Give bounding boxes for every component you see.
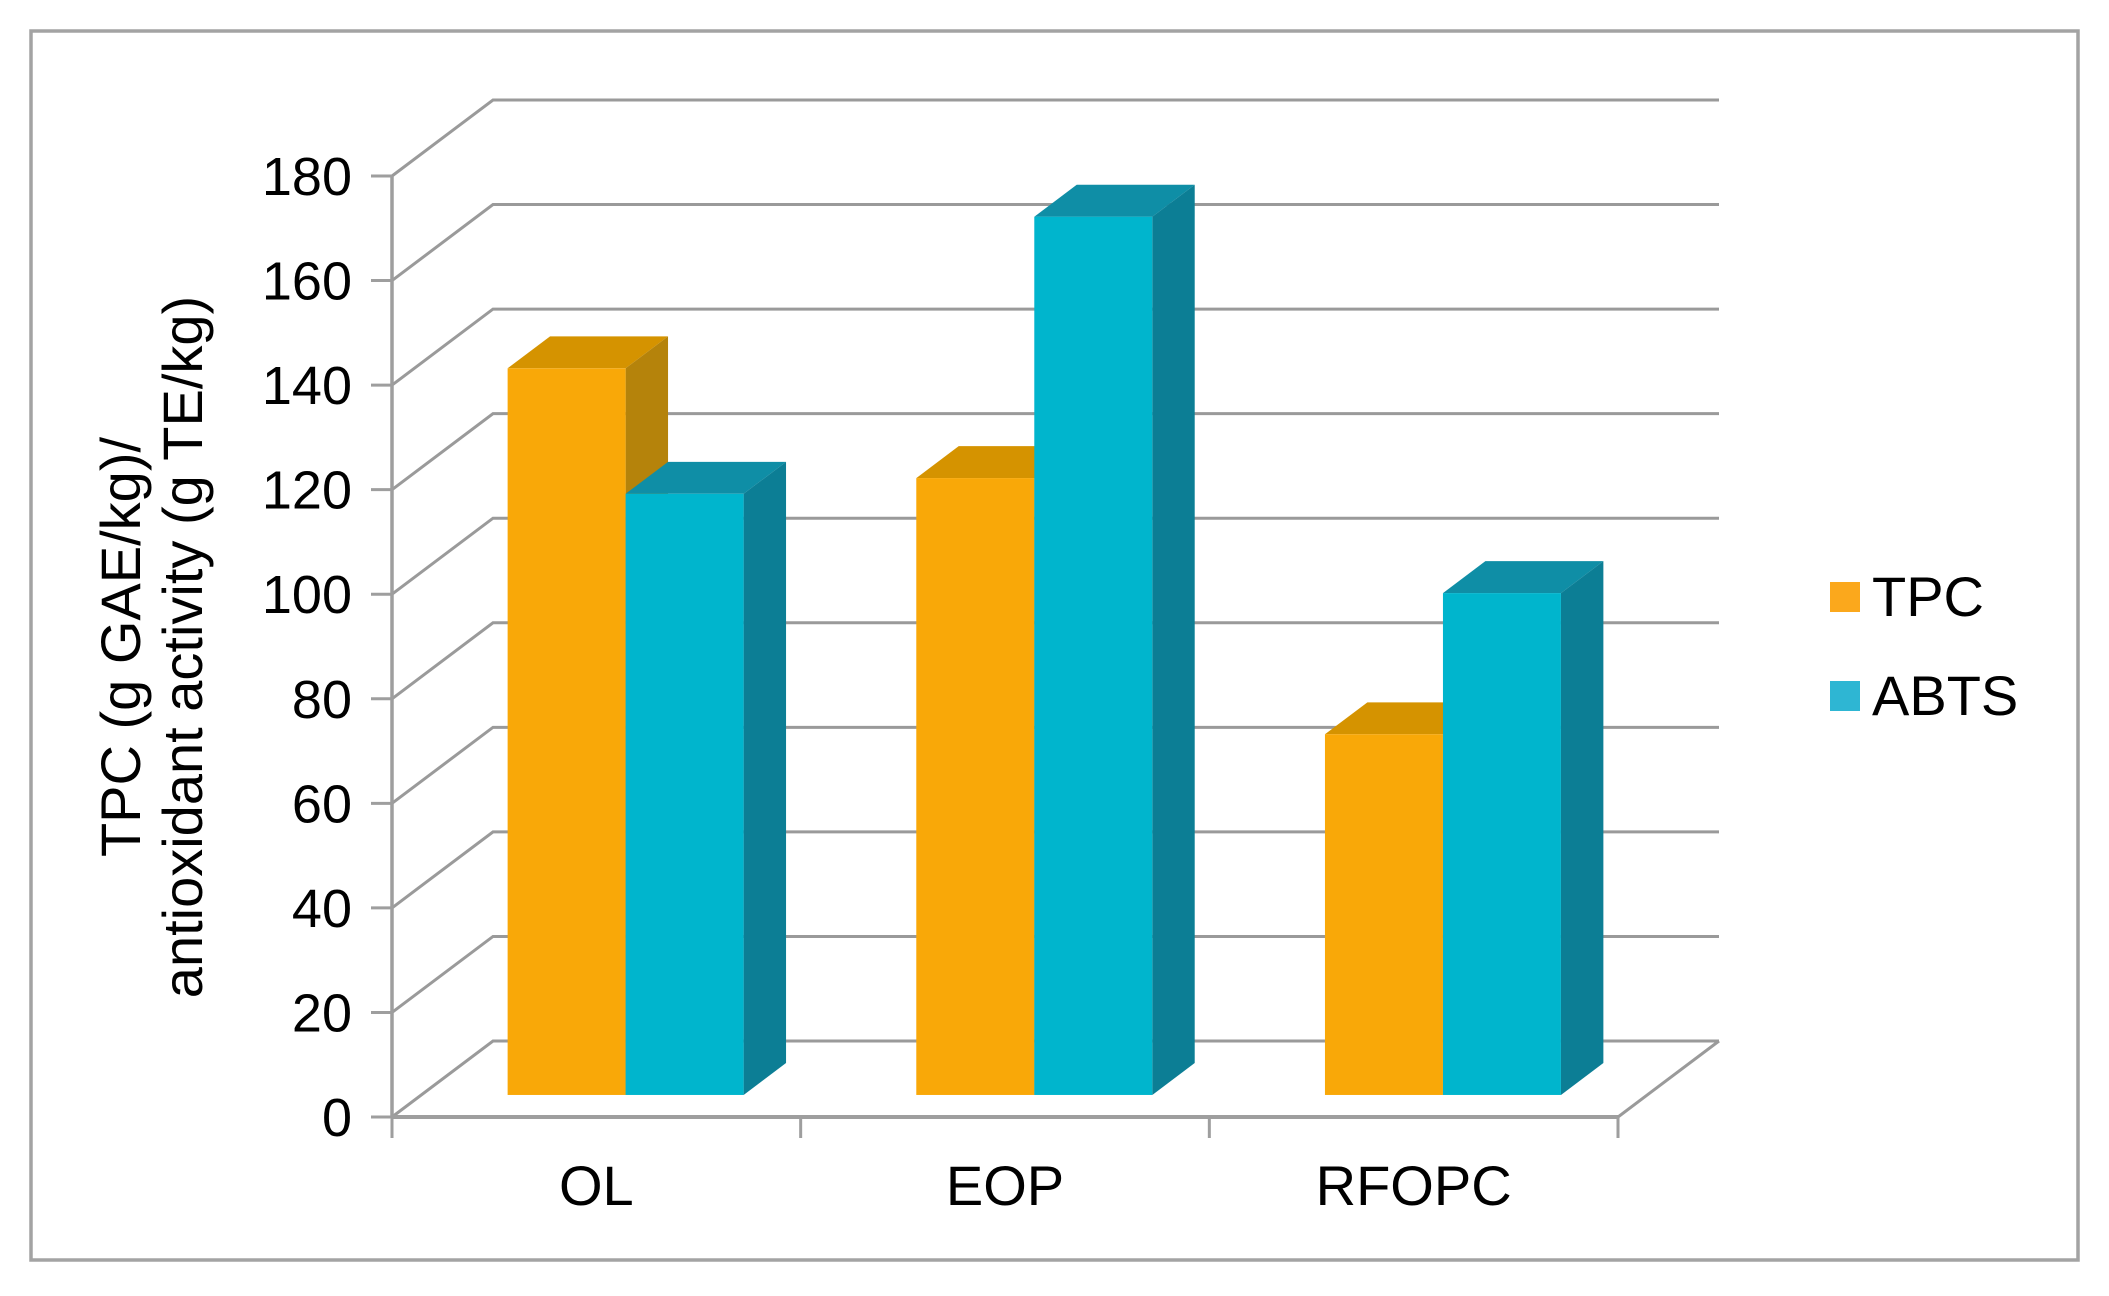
legend-label-abts: ABTS: [1872, 664, 2018, 727]
floor-right-edge: [1617, 1039, 1720, 1119]
bar-front-face: [916, 478, 1035, 1095]
gridline: [391, 1039, 1719, 1119]
legend-swatch-abts: [1830, 681, 1860, 711]
y-tick-label: 40: [292, 879, 352, 939]
bar-side-face: [1560, 561, 1604, 1095]
y-tick-label: 140: [262, 356, 352, 416]
bars-group: [507, 184, 1604, 1095]
bar-ABTS-EOP: [1034, 184, 1195, 1095]
gridline: [391, 98, 1719, 178]
y-tick-label: 100: [262, 565, 352, 625]
legend-swatch-tpc: [1830, 582, 1860, 612]
bar-front-face: [1034, 216, 1153, 1095]
gridline: [391, 725, 1719, 805]
y-tick-label: 120: [262, 461, 352, 521]
bar-front-face: [625, 493, 744, 1095]
gridlines-group: [391, 98, 1719, 1119]
gridline: [391, 307, 1719, 387]
legend-label-tpc: TPC: [1872, 565, 1984, 628]
y-tick-label: 80: [292, 670, 352, 730]
gridline: [391, 516, 1719, 596]
y-axis-title-line2: antioxidant activity (g TE/kg): [151, 296, 214, 998]
y-tick-label: 20: [292, 983, 352, 1043]
gridline: [391, 203, 1719, 282]
gridline: [391, 934, 1719, 1014]
bar-top-face: [507, 336, 669, 369]
gridline: [391, 621, 1719, 700]
y-tick-label: 60: [292, 774, 352, 834]
bar-ABTS-OL: [625, 461, 787, 1095]
axis-labels-group: 0 20 40 60 80 100 120 140 160 180 OL EOP RFOPC: [262, 147, 1512, 1217]
category-label: RFOPC: [1316, 1154, 1512, 1217]
bar-side-face: [743, 461, 787, 1095]
bar-top-face: [625, 461, 787, 494]
bar-side-face: [1152, 184, 1195, 1095]
gridline: [391, 830, 1719, 910]
y-tick-label: 0: [322, 1088, 352, 1148]
category-label: OL: [559, 1154, 634, 1217]
bar-ABTS-RFOPC: [1442, 561, 1604, 1095]
legend: TPC ABTS: [1830, 565, 2018, 727]
y-tick-label: 160: [262, 252, 352, 312]
bar-top-face: [1442, 561, 1604, 594]
y-tick-label: 180: [262, 147, 352, 207]
bar-front-face: [507, 368, 626, 1095]
gridline: [391, 412, 1719, 491]
y-axis-title-line1: TPC (g GAE/kg)/: [89, 437, 152, 858]
bar-top-face: [1034, 184, 1195, 217]
category-label: EOP: [946, 1154, 1064, 1217]
bar-front-face: [1442, 593, 1561, 1095]
axes-group: [371, 174, 1720, 1138]
bar-front-face: [1324, 734, 1443, 1095]
